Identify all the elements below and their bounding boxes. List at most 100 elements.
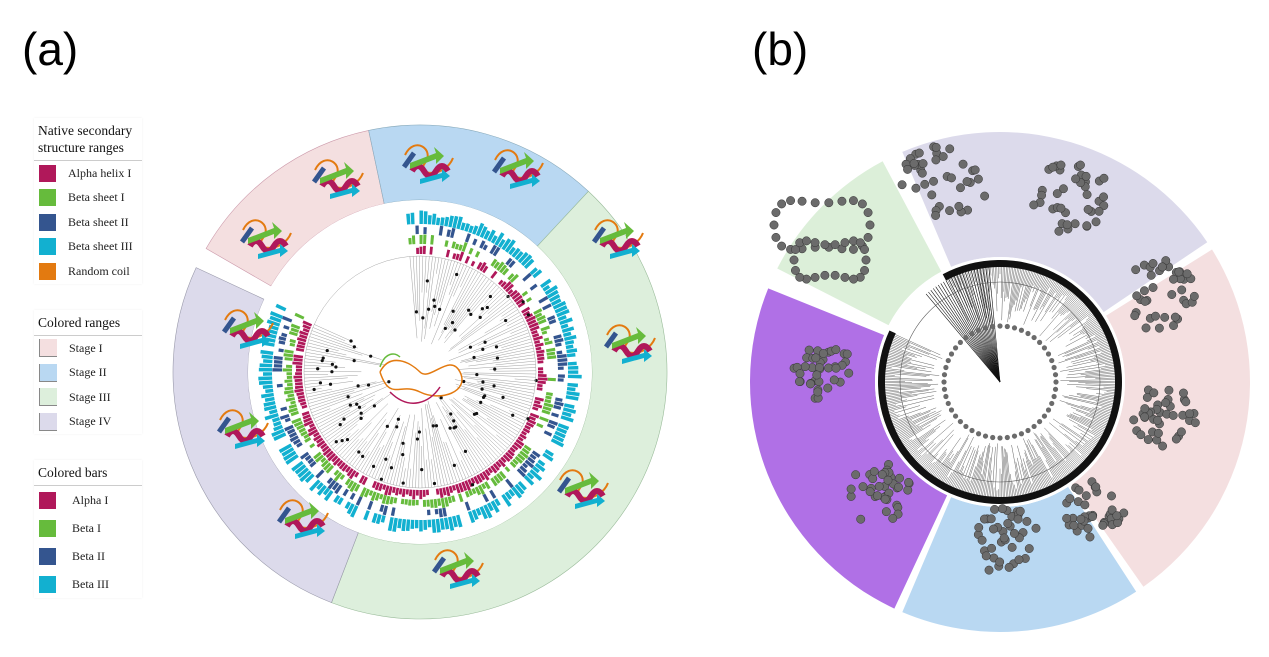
data-bar [295,347,305,352]
atom [903,485,913,495]
bead [948,351,955,357]
tree-branch [399,457,405,487]
tree-branch [1026,444,1046,488]
data-bar [545,395,552,400]
tree-ring [303,255,537,489]
data-bar [483,504,493,519]
tree-branch [885,385,931,388]
data-bar [347,480,355,489]
tree-node-dot [434,424,439,428]
beta-sheet [216,416,232,434]
bead [1025,330,1031,337]
tree-branch [885,377,933,380]
tree-node-dot [501,395,505,399]
atom [1070,219,1080,229]
panel-label-a: (a) [22,23,79,75]
tree-node-dot [452,426,456,430]
tree-branch [1090,355,1113,361]
tree-branch [1040,436,1070,475]
atom [863,232,873,242]
tree-branch [1068,419,1102,437]
atom [786,196,796,206]
tree-branch [1070,453,1082,464]
data-bar [288,404,297,409]
tree-branch [462,399,518,436]
tree-branch [898,425,920,437]
data-bar [542,405,552,412]
data-bar [348,469,357,480]
data-bar [427,519,432,528]
tree-branch [1058,293,1075,313]
tree-node-dot [534,378,538,383]
beta-sheet [258,244,288,259]
data-bar [536,353,545,358]
data-bar [272,368,283,372]
tree-branch [1055,284,1062,293]
data-bar [567,374,582,379]
data-bar [320,442,328,450]
tree-branch [893,407,937,426]
tree-branch [960,273,974,308]
atom [974,523,984,532]
tree-node-dot [361,454,365,458]
data-bar [290,410,299,417]
tree-branch [907,426,941,451]
tree-node-dot [401,441,405,445]
data-bar [519,465,528,474]
tree-branch [885,368,905,371]
data-bar [492,246,501,257]
atom [840,272,850,282]
data-bar [285,397,296,402]
data-bar [434,508,439,515]
legend-label: Beta sheet I [68,190,125,205]
tree-branch [1068,316,1095,335]
atom [1169,274,1178,284]
tree-branch [1066,299,1081,313]
tree-branch [1099,343,1109,347]
data-bar [489,489,497,499]
data-bar [468,489,474,496]
tree-branch [895,334,941,356]
data-bar [301,404,308,409]
tree-node-dot [439,396,443,400]
tree-branch [1052,418,1095,448]
tree-branch [1032,464,1043,489]
data-bar [302,324,311,330]
data-bar [273,364,283,368]
beta-sheet [491,156,507,174]
atom [1136,430,1146,440]
beta-sheet [431,556,447,574]
tree-branch [890,414,900,418]
tree-branch [885,379,933,381]
tree-branch [929,451,947,474]
atom [1071,174,1081,184]
data-bar [427,215,432,225]
data-bar [464,223,471,232]
beta-sheet [285,502,319,524]
data-bar [555,397,563,402]
data-bar [483,230,491,240]
atom [1098,520,1108,530]
data-bar [435,488,440,495]
data-bar [456,216,463,230]
data-bar [299,401,307,406]
tree-branch [980,268,991,323]
tree-branch [499,309,518,322]
tree-branch [885,393,912,398]
tree-branch [477,382,535,394]
data-bar [379,504,385,513]
tree-branch [979,268,987,309]
bead [1051,364,1057,371]
bead [1051,393,1057,400]
tree-branch [1073,320,1098,336]
tree-branch [908,430,936,452]
atom [973,174,983,184]
tree-branch [962,478,967,491]
data-bar [507,449,515,457]
tree-branch [1071,407,1109,421]
data-bar [260,392,274,399]
tree-branch [950,436,974,486]
tree-branch [441,270,476,333]
data-bar [490,270,498,279]
atom [954,201,964,211]
